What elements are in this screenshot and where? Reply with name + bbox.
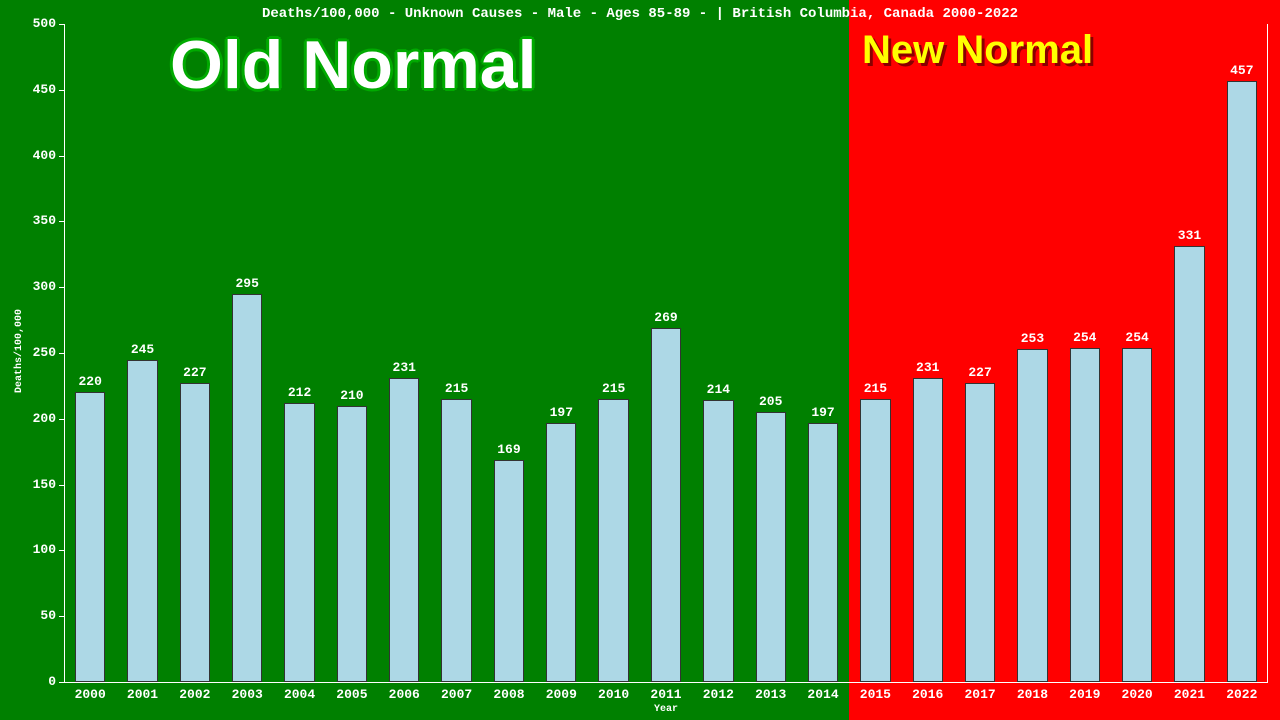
x-tick-label: 2003	[232, 687, 263, 702]
bar-value-label: 254	[1073, 330, 1096, 345]
y-axis-line-right	[1267, 24, 1268, 682]
bar	[1017, 349, 1047, 682]
x-tick-label: 2014	[807, 687, 838, 702]
bar	[180, 383, 210, 682]
x-axis-title: Year	[654, 704, 678, 715]
x-tick-label: 2001	[127, 687, 158, 702]
y-axis-line	[64, 24, 65, 682]
annotation-new-normal: New Normal	[862, 28, 1093, 73]
bar-value-label: 269	[654, 310, 677, 325]
bar-value-label: 231	[916, 360, 939, 375]
chart-title: Deaths/100,000 - Unknown Causes - Male -…	[0, 6, 1280, 22]
x-tick-label: 2017	[964, 687, 995, 702]
y-tick-label: 250	[16, 345, 56, 360]
y-tick-label: 150	[16, 477, 56, 492]
x-tick-label: 2000	[75, 687, 106, 702]
bar-value-label: 197	[811, 405, 834, 420]
y-tick-mark	[59, 419, 64, 420]
bar-value-label: 231	[393, 360, 416, 375]
x-tick-label: 2008	[493, 687, 524, 702]
bar	[494, 460, 524, 682]
x-tick-label: 2018	[1017, 687, 1048, 702]
plot-area	[64, 24, 1268, 682]
chart-container: Deaths/100,000 - Unknown Causes - Male -…	[0, 0, 1280, 720]
bar	[337, 406, 367, 682]
bar	[913, 378, 943, 682]
bar	[389, 378, 419, 682]
x-tick-label: 2009	[546, 687, 577, 702]
y-tick-mark	[59, 221, 64, 222]
x-tick-label: 2013	[755, 687, 786, 702]
x-tick-label: 2021	[1174, 687, 1205, 702]
y-tick-mark	[59, 90, 64, 91]
bar-value-label: 254	[1125, 330, 1148, 345]
x-tick-label: 2020	[1122, 687, 1153, 702]
bar-value-label: 205	[759, 394, 782, 409]
x-tick-label: 2006	[389, 687, 420, 702]
bar-value-label: 295	[236, 276, 259, 291]
y-tick-mark	[59, 287, 64, 288]
bar	[127, 360, 157, 682]
y-tick-mark	[59, 24, 64, 25]
bar-value-label: 197	[550, 405, 573, 420]
x-tick-label: 2010	[598, 687, 629, 702]
y-tick-mark	[59, 353, 64, 354]
bar-value-label: 215	[445, 381, 468, 396]
y-tick-label: 300	[16, 279, 56, 294]
y-tick-label: 100	[16, 542, 56, 557]
bar	[75, 392, 105, 682]
x-tick-label: 2004	[284, 687, 315, 702]
bar-value-label: 210	[340, 388, 363, 403]
bar	[1174, 246, 1204, 682]
bar	[965, 383, 995, 682]
x-tick-label: 2005	[336, 687, 367, 702]
y-tick-mark	[59, 682, 64, 683]
bar-value-label: 215	[864, 381, 887, 396]
bar	[546, 423, 576, 682]
bar	[1122, 348, 1152, 682]
y-tick-label: 0	[16, 674, 56, 689]
bar	[808, 423, 838, 682]
x-tick-label: 2002	[179, 687, 210, 702]
bar-value-label: 457	[1230, 63, 1253, 78]
y-tick-label: 350	[16, 213, 56, 228]
bar-value-label: 212	[288, 385, 311, 400]
x-tick-label: 2011	[650, 687, 681, 702]
y-tick-mark	[59, 616, 64, 617]
bar	[756, 412, 786, 682]
bar-value-label: 331	[1178, 228, 1201, 243]
y-tick-mark	[59, 550, 64, 551]
x-tick-label: 2015	[860, 687, 891, 702]
bar	[598, 399, 628, 682]
bar-value-label: 215	[602, 381, 625, 396]
bar	[232, 294, 262, 682]
y-tick-mark	[59, 156, 64, 157]
bar-value-label: 245	[131, 342, 154, 357]
bar-value-label: 214	[707, 382, 730, 397]
bar-value-label: 253	[1021, 331, 1044, 346]
x-tick-label: 2007	[441, 687, 472, 702]
bar	[284, 403, 314, 682]
x-axis-line	[64, 682, 1268, 683]
bar	[1070, 348, 1100, 682]
bar-value-label: 227	[968, 365, 991, 380]
y-tick-label: 400	[16, 148, 56, 163]
bar	[651, 328, 681, 682]
y-tick-mark	[59, 485, 64, 486]
x-tick-label: 2019	[1069, 687, 1100, 702]
x-tick-label: 2016	[912, 687, 943, 702]
y-tick-label: 200	[16, 411, 56, 426]
bar	[860, 399, 890, 682]
x-tick-label: 2012	[703, 687, 734, 702]
bar-value-label: 220	[78, 374, 101, 389]
bar	[703, 400, 733, 682]
y-tick-label: 50	[16, 608, 56, 623]
bar-value-label: 169	[497, 442, 520, 457]
y-tick-label: 450	[16, 82, 56, 97]
bar-value-label: 227	[183, 365, 206, 380]
bar	[441, 399, 471, 682]
x-tick-label: 2022	[1226, 687, 1257, 702]
bar	[1227, 81, 1257, 682]
annotation-old-normal: Old Normal	[170, 26, 537, 104]
